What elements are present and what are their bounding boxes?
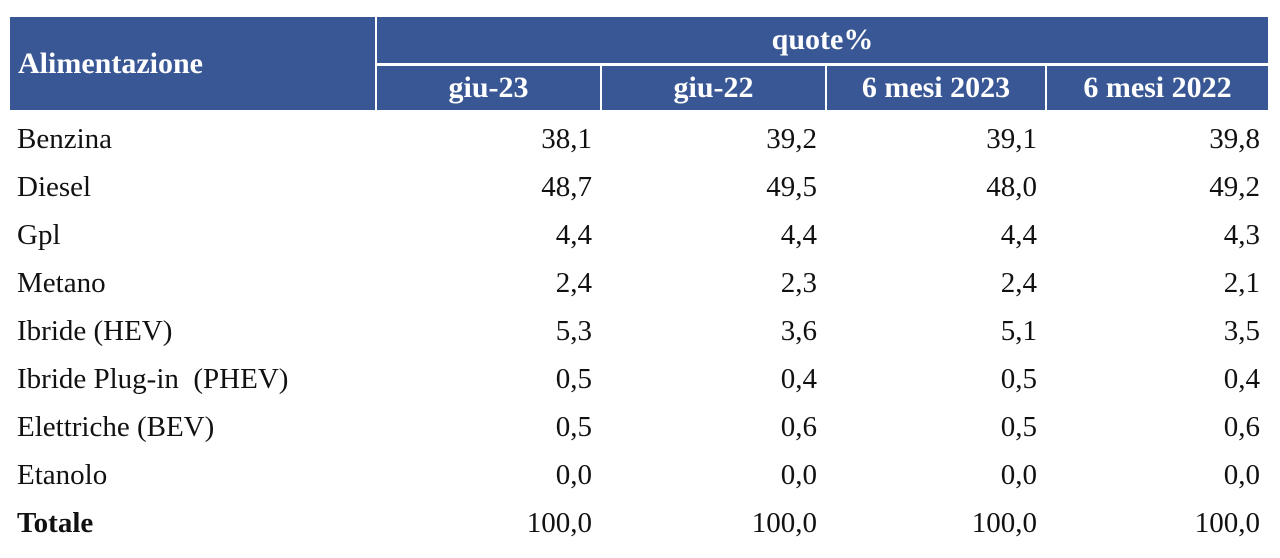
cell-value: 39,8 — [1209, 123, 1260, 155]
cell-value: 2,3 — [780, 267, 817, 299]
cell-value: 39,2 — [766, 123, 817, 155]
row-label: Diesel — [17, 171, 92, 203]
cell-value: 2,4 — [1000, 267, 1037, 299]
cell-value: 2,4 — [555, 267, 592, 299]
cell-value: 49,2 — [1209, 171, 1260, 203]
cell-value: 0,5 — [1000, 411, 1037, 443]
cell-value: 0,4 — [780, 363, 817, 395]
cell-value: 2,1 — [1223, 267, 1260, 299]
cell-value: 3,6 — [780, 315, 817, 347]
cell-value: 0,5 — [555, 411, 592, 443]
cell-value: 0,0 — [1000, 459, 1037, 491]
cell-value: 100,0 — [751, 507, 817, 539]
cell-value: 100,0 — [526, 507, 592, 539]
cell-value: 48,7 — [541, 171, 592, 203]
column-header: 6 mesi 2022 — [1047, 66, 1268, 110]
row-label: Totale — [17, 507, 94, 539]
cell-value: 38,1 — [541, 123, 592, 155]
row-label: Benzina — [17, 123, 113, 155]
cell-value: 4,3 — [1223, 219, 1260, 251]
row-label: Ibride Plug-in (PHEV) — [17, 363, 289, 395]
group-header: quote% — [377, 17, 1268, 63]
cell-value: 39,1 — [986, 123, 1037, 155]
row-label-header: Alimentazione — [10, 17, 375, 110]
row-label: Ibride (HEV) — [17, 315, 173, 347]
cell-value: 0,6 — [1223, 411, 1260, 443]
cell-value: 5,3 — [555, 315, 592, 347]
column-header: giu-22 — [602, 66, 825, 110]
row-label: Gpl — [17, 219, 61, 251]
cell-value: 100,0 — [1194, 507, 1260, 539]
column-header: giu-23 — [377, 66, 600, 110]
row-label: Etanolo — [17, 459, 108, 491]
cell-value: 0,0 — [780, 459, 817, 491]
column-header: 6 mesi 2023 — [827, 66, 1045, 110]
cell-value: 3,5 — [1223, 315, 1260, 347]
cell-value: 0,6 — [780, 411, 817, 443]
cell-value: 0,4 — [1223, 363, 1260, 395]
cell-value: 49,5 — [766, 171, 817, 203]
cell-value: 5,1 — [1000, 315, 1037, 347]
cell-value: 100,0 — [971, 507, 1037, 539]
cell-value: 4,4 — [555, 219, 592, 251]
cell-value: 0,0 — [555, 459, 592, 491]
row-label: Elettriche (BEV) — [17, 411, 215, 443]
cell-value: 4,4 — [1000, 219, 1037, 251]
cell-value: 0,5 — [1000, 363, 1037, 395]
cell-value: 0,0 — [1223, 459, 1260, 491]
cell-value: 48,0 — [986, 171, 1037, 203]
row-label: Metano — [17, 267, 106, 299]
cell-value: 0,5 — [555, 363, 592, 395]
cell-value: 4,4 — [780, 219, 817, 251]
